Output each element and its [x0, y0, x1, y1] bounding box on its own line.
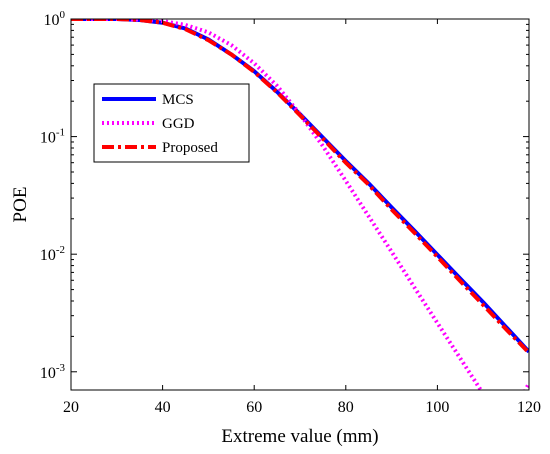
y-tick-label: 10-3 [40, 362, 66, 382]
y-tick-label: 10-2 [40, 244, 65, 264]
tick-layer: 20 40 60 80 100 120 100 10-1 10-2 10-3 [40, 9, 541, 416]
legend-label-ggd: GGD [162, 116, 195, 132]
legend-label-mcs: MCS [162, 92, 194, 108]
x-tick-label: 120 [517, 399, 541, 416]
series-ggd-line [71, 19, 529, 390]
plot-frame [70, 18, 530, 391]
series-mcs-line [71, 19, 529, 354]
x-tick-label: 80 [338, 399, 354, 416]
series-proposed-line [71, 19, 529, 355]
x-tick-label: 60 [246, 399, 262, 416]
plot-layer [71, 19, 529, 390]
y-tick-label: 100 [44, 9, 66, 29]
y-axis-title: POE [10, 187, 31, 223]
y-tick-label: 10-1 [40, 127, 65, 147]
x-tick-label: 100 [425, 399, 449, 416]
x-tick-label: 20 [63, 399, 79, 416]
legend-label-proposed: Proposed [162, 140, 218, 156]
x-tick-label: 40 [155, 399, 171, 416]
x-axis-title: Extreme value (mm) [221, 426, 378, 447]
legend: MCS GGD Proposed [93, 83, 250, 163]
